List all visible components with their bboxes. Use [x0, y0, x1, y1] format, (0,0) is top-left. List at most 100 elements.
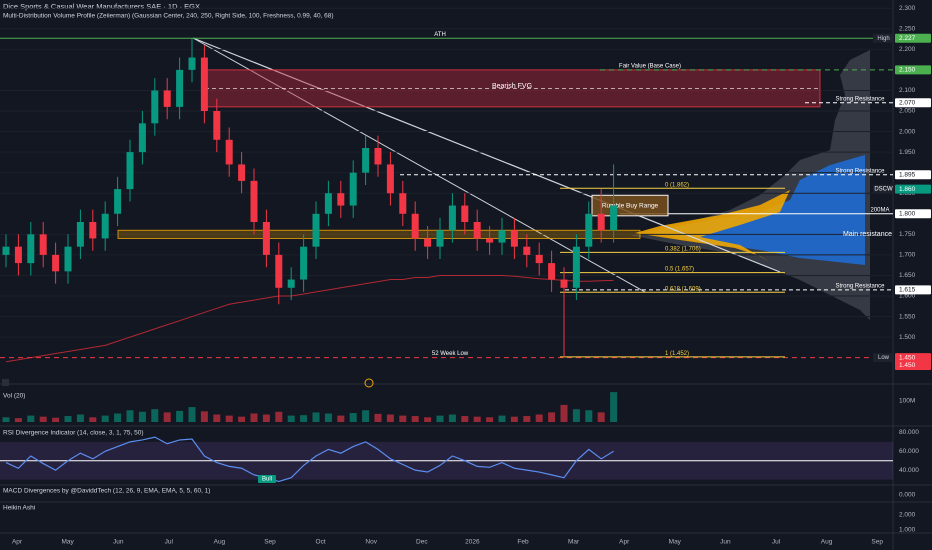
- volume-bar: [138, 411, 146, 422]
- candle-body: [461, 205, 469, 222]
- panel-title: Heikin Ashi: [3, 505, 35, 512]
- volume-bar: [262, 414, 270, 422]
- candle-body: [510, 230, 518, 247]
- x-tick-label: 2026: [465, 539, 480, 546]
- candle-body: [114, 189, 122, 214]
- candle-body: [374, 148, 382, 165]
- volume-bar: [510, 416, 518, 422]
- volume-bar: [523, 416, 531, 422]
- volume-bar: [89, 417, 97, 422]
- candle-body: [138, 123, 146, 153]
- x-tick-label: Sep: [264, 539, 276, 546]
- chart-title: Dice Sports & Casual Wear Manufacturers …: [3, 2, 200, 11]
- volume-bar: [486, 417, 494, 422]
- x-tick-label: Aug: [821, 539, 833, 546]
- x-tick-label: Oct: [316, 539, 326, 546]
- candle-body: [411, 213, 419, 239]
- rsi-line: [5, 436, 614, 483]
- volume-bar: [213, 414, 221, 422]
- y-tick-label: 2.300: [899, 5, 916, 12]
- candle-body: [610, 205, 618, 231]
- trendline: [192, 37, 646, 293]
- candle-body: [448, 205, 456, 231]
- volume-bar: [39, 416, 47, 422]
- volume-bar: [473, 416, 481, 422]
- candle-body: [64, 246, 72, 272]
- chart-subtitle: Multi-Distribution Volume Profile (Zeiie…: [3, 13, 334, 20]
- x-tick-label: Sep: [871, 539, 883, 546]
- volume-bar: [275, 411, 283, 422]
- candle-body: [2, 246, 10, 255]
- price-label: 1.860: [899, 186, 916, 193]
- price-label: 2.070: [899, 99, 916, 106]
- x-tick-label: Nov: [365, 539, 377, 546]
- level-label: Strong Resistance: [835, 283, 885, 289]
- volume-bar: [362, 410, 370, 422]
- x-tick-label: Jun: [720, 539, 731, 546]
- volume-bar: [436, 415, 444, 422]
- volume-bar: [2, 417, 10, 422]
- price-label: 1.615: [899, 287, 916, 294]
- volume-profile-value-area: [650, 155, 865, 265]
- volume-bar: [52, 417, 60, 422]
- candle-body: [436, 230, 444, 247]
- price-label: 1.800: [899, 210, 916, 217]
- candle-body: [176, 69, 184, 107]
- volume-bar: [76, 414, 84, 422]
- level-label: Fair Value (Base Case): [619, 63, 681, 69]
- candle-body: [225, 139, 233, 165]
- candle-body: [312, 213, 320, 247]
- candle-body: [535, 254, 543, 264]
- fib-label: 0.618 (1.609): [665, 286, 701, 292]
- volume-bar: [610, 392, 618, 422]
- volume-bar: [287, 415, 295, 422]
- candle-body: [597, 213, 605, 231]
- candle-body: [523, 246, 531, 255]
- y-tick-label: 60.000: [899, 448, 919, 455]
- resistance-zone: [117, 229, 641, 239]
- candle-body: [250, 180, 258, 222]
- fib-label: 0.382 (1.706): [665, 247, 701, 253]
- panel-title: RSI Divergence Indicator (14, close, 3, …: [3, 430, 144, 437]
- level-label: ATH: [434, 32, 446, 38]
- panel-title: Vol (20): [3, 393, 25, 400]
- candle-body: [52, 254, 60, 272]
- price-tag-bg: [873, 184, 894, 194]
- volume-bar: [250, 413, 258, 422]
- panel-title: MACD Divergences by @DaviddTech (12, 26,…: [3, 488, 210, 495]
- price-label: 1.450: [899, 362, 916, 369]
- volume-bar: [337, 415, 345, 422]
- candle-body: [27, 234, 35, 264]
- volume-profile-poc: [635, 190, 790, 262]
- candle-body: [324, 193, 332, 214]
- level-label: 200MA: [870, 207, 889, 213]
- price-tag-bg: [873, 353, 894, 363]
- fib-label: 0.5 (1.657): [665, 267, 694, 273]
- y-tick-label: 2.200: [899, 46, 916, 53]
- volume-bar: [300, 415, 308, 422]
- x-tick-label: Jul: [772, 539, 781, 546]
- volume-bar: [114, 413, 122, 422]
- event-icon: [2, 379, 9, 386]
- volume-bar: [424, 417, 432, 422]
- y-tick-label: 1.950: [899, 149, 916, 156]
- price-label: 1.450: [899, 354, 916, 361]
- volume-bar: [461, 416, 469, 422]
- candle-body: [386, 164, 394, 194]
- volume-bar: [188, 407, 196, 422]
- volume-bar: [225, 415, 233, 422]
- candle-body: [101, 213, 109, 239]
- candle-body: [89, 222, 97, 239]
- bull-tag: Bull: [262, 477, 272, 483]
- candle-body: [585, 213, 593, 247]
- candle-body: [424, 238, 432, 247]
- volume-bar: [349, 413, 357, 422]
- volume-bar: [448, 414, 456, 422]
- price-label-bg: [895, 33, 931, 43]
- volume-bar: [572, 409, 580, 422]
- candle-body: [200, 57, 208, 111]
- volume-bar: [560, 404, 568, 422]
- x-tick-label: May: [669, 539, 682, 546]
- x-tick-label: Apr: [12, 539, 23, 546]
- candle-body: [300, 246, 308, 280]
